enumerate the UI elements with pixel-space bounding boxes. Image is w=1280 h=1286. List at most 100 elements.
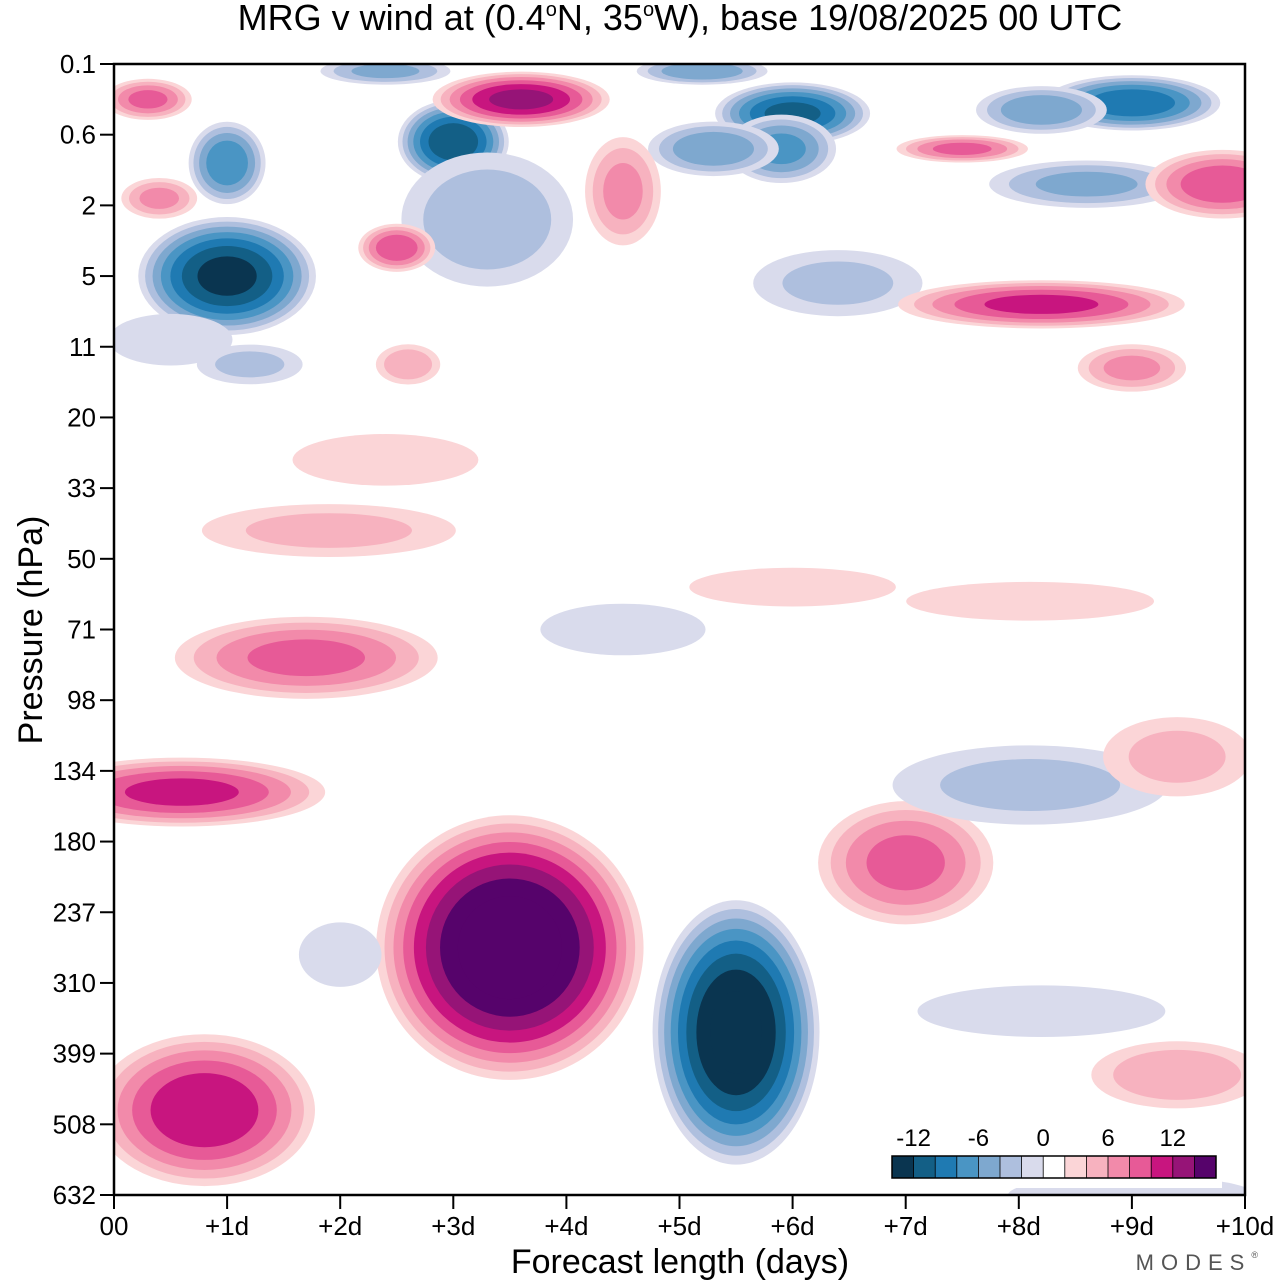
x-tick-label: +10d bbox=[1216, 1211, 1275, 1241]
contour-band bbox=[672, 131, 754, 166]
contour-band bbox=[1128, 730, 1226, 783]
contour-band bbox=[428, 123, 479, 161]
colorbar-swatch bbox=[1043, 1156, 1066, 1178]
contour-band bbox=[457, 896, 562, 1000]
contour-lower-blob-1 bbox=[376, 815, 644, 1080]
contour-lower-blob-12 bbox=[906, 581, 1155, 621]
x-axis: 00 +1d +2d +3d +4d +5d +6d +7d +8d +9d +10d bbox=[100, 1195, 1275, 1241]
y-tick-label: 399 bbox=[53, 1039, 96, 1069]
contour-band bbox=[603, 162, 643, 220]
x-tick-label: +6d bbox=[771, 1211, 815, 1241]
colorbar-swatch bbox=[1021, 1156, 1044, 1178]
contour-band bbox=[298, 922, 382, 987]
contour-band bbox=[1000, 95, 1082, 125]
y-tick-label: 180 bbox=[53, 827, 96, 857]
contour-band bbox=[292, 434, 479, 486]
y-tick-label: 134 bbox=[53, 756, 96, 786]
x-axis-title: Forecast length (days) bbox=[511, 1243, 849, 1281]
contour-upper-blob-15 bbox=[114, 78, 192, 120]
colorbar-swatch bbox=[1000, 1156, 1023, 1178]
contour-upper-blob-1 bbox=[138, 217, 316, 336]
contour-upper-blob-23 bbox=[196, 344, 303, 385]
y-tick-label: 237 bbox=[53, 897, 96, 927]
contour-lower-blob-16 bbox=[298, 922, 382, 987]
contour-band bbox=[1113, 1049, 1242, 1100]
contour-band bbox=[215, 351, 285, 378]
colorbar-swatch bbox=[1086, 1156, 1109, 1178]
contour-lower-blob-11 bbox=[540, 603, 706, 656]
contour-upper-blob-18 bbox=[1145, 149, 1245, 219]
contour-upper-blob-17 bbox=[585, 137, 661, 246]
y-tick-label: 632 bbox=[53, 1180, 96, 1210]
y-tick-label: 20 bbox=[67, 402, 96, 432]
colorbar-swatch bbox=[892, 1156, 915, 1178]
colorbar-tick-label: -6 bbox=[968, 1125, 989, 1152]
contour-band bbox=[661, 64, 743, 80]
contour-lower-blob-2 bbox=[652, 900, 820, 1165]
contour-upper-blob-25 bbox=[1077, 344, 1187, 392]
contour-band bbox=[489, 89, 554, 110]
contour-band bbox=[206, 140, 248, 186]
contour-upper-blob-2 bbox=[188, 121, 266, 205]
contour-upper-blob-14 bbox=[432, 71, 610, 128]
colorbar-tick-label: 0 bbox=[1037, 1125, 1050, 1152]
colorbar-legend: -12 -6 0 6 12 bbox=[886, 1120, 1222, 1188]
contour-band bbox=[1103, 355, 1161, 381]
contour-band bbox=[917, 985, 1166, 1038]
colorbar-tick-label: -12 bbox=[896, 1125, 931, 1152]
y-tick-label: 310 bbox=[53, 968, 96, 998]
contour-band bbox=[245, 513, 413, 548]
x-tick-label: +8d bbox=[997, 1211, 1041, 1241]
x-tick-label: +7d bbox=[884, 1211, 928, 1241]
colorbar-swatch bbox=[1194, 1156, 1217, 1178]
x-tick-label: +4d bbox=[544, 1211, 588, 1241]
colorbar-swatch bbox=[1172, 1156, 1195, 1178]
contour-lower-blob-10 bbox=[917, 985, 1166, 1038]
contour-band bbox=[150, 1073, 259, 1148]
chart-title: MRG v wind at (0.4oN, 35oW), base 19/08/… bbox=[238, 0, 1123, 38]
contour-upper-blob-22 bbox=[114, 313, 233, 366]
contour-band bbox=[1088, 89, 1176, 117]
y-tick-label: 50 bbox=[67, 544, 96, 574]
colorbar-swatch bbox=[978, 1156, 1001, 1178]
x-tick-label: +3d bbox=[431, 1211, 475, 1241]
contour-lower-blob-17 bbox=[292, 434, 479, 486]
contour-band bbox=[247, 639, 366, 677]
contour-band bbox=[128, 90, 168, 109]
contour-band bbox=[375, 234, 418, 261]
modes-logo: MODES® bbox=[1135, 1250, 1258, 1275]
colorbar-swatch bbox=[1108, 1156, 1131, 1178]
colorbar-swatch bbox=[1129, 1156, 1152, 1178]
y-tick-label: 11 bbox=[69, 332, 96, 362]
contour-upper-blob-16 bbox=[358, 223, 436, 272]
x-tick-label: +5d bbox=[657, 1211, 701, 1241]
contour-band bbox=[984, 294, 1099, 314]
colorbar-swatch bbox=[1064, 1156, 1087, 1178]
x-tick-label: 00 bbox=[100, 1211, 129, 1241]
y-tick-label: 0.6 bbox=[60, 120, 96, 150]
contour-band bbox=[866, 835, 945, 891]
contour-upper-blob-7 bbox=[648, 121, 779, 177]
contour-band bbox=[710, 991, 763, 1074]
y-tick-label: 5 bbox=[82, 261, 96, 291]
contour-lower-blob-5 bbox=[174, 616, 438, 699]
contour-upper-blob-20 bbox=[898, 280, 1185, 329]
x-tick-label: +9d bbox=[1110, 1211, 1154, 1241]
y-axis: 0.1 0.6 2 5 11 20 33 50 71 98 134 180 237 310 399 508 63… bbox=[53, 49, 114, 1210]
y-tick-label: 508 bbox=[53, 1109, 96, 1139]
contour-band bbox=[1035, 171, 1138, 197]
contour-lower-blob-7 bbox=[892, 745, 1168, 825]
contour-upper-blob-13 bbox=[636, 64, 768, 85]
contour-band bbox=[423, 169, 552, 270]
contour-band bbox=[940, 759, 1121, 811]
contour-band bbox=[114, 313, 233, 366]
contour-upper-blob-11 bbox=[753, 250, 923, 317]
contour-upper-blob-10 bbox=[989, 160, 1185, 208]
colorbar-tick-label: 12 bbox=[1159, 1125, 1186, 1152]
contour-upper-blob-19 bbox=[896, 135, 1028, 163]
contour-band bbox=[139, 187, 180, 209]
contour-band bbox=[124, 778, 239, 806]
colorbar-swatch bbox=[913, 1156, 936, 1178]
contour-band bbox=[782, 261, 894, 305]
